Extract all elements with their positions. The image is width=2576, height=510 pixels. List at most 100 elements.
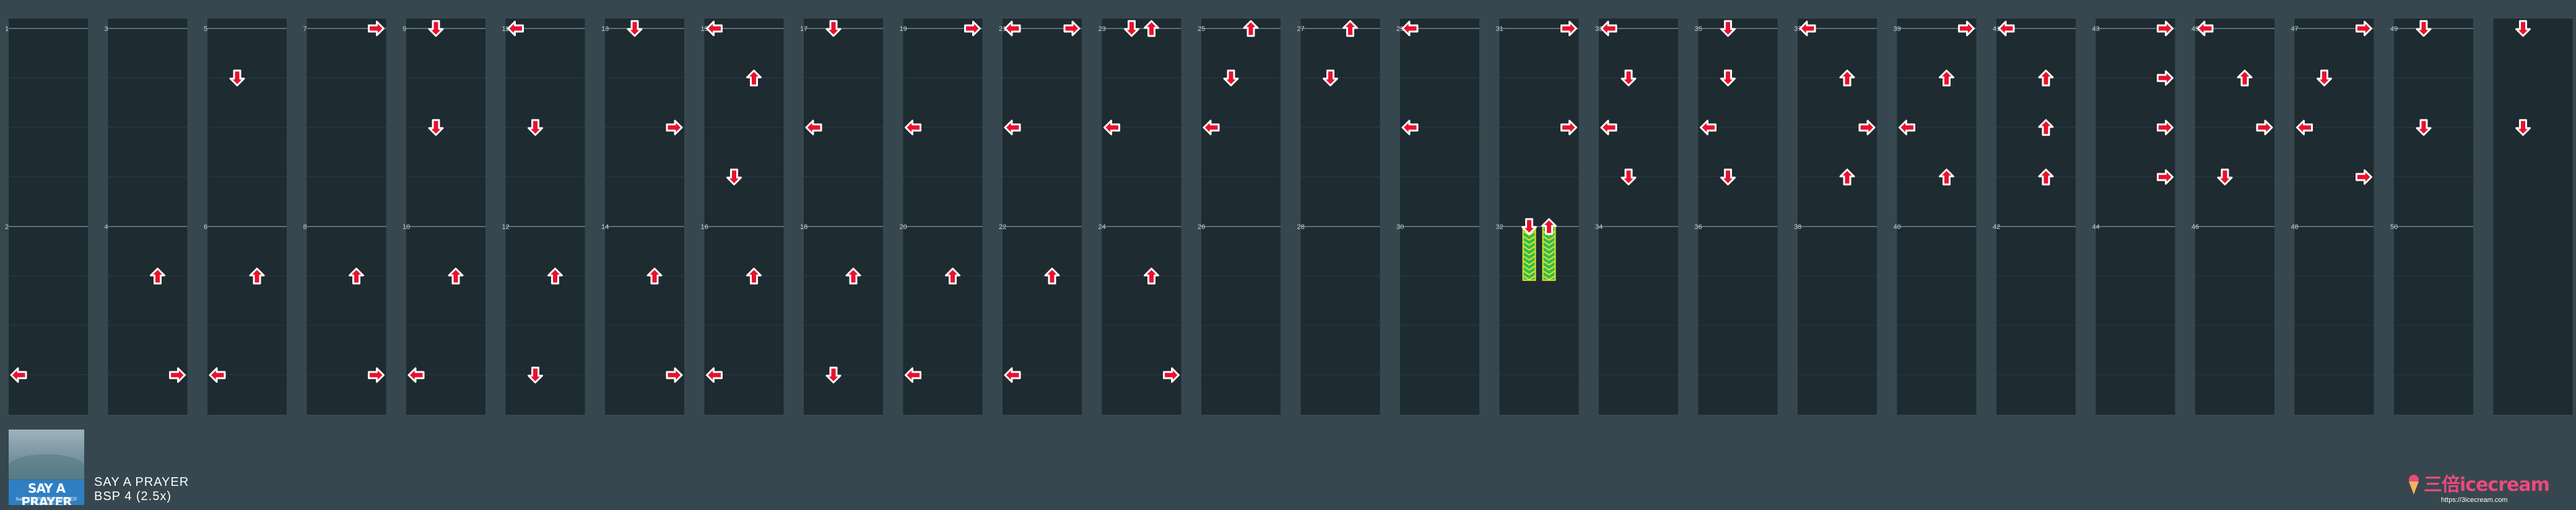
chart-column [1897,19,1977,415]
measure-number: 6 [204,223,207,231]
arrow-left-icon [1799,20,1816,37]
arrow-up-icon [1839,168,1855,186]
arrow-right-icon [2157,169,2174,185]
measure-number: 30 [1396,223,1404,231]
chart-column [1003,19,1082,415]
chart-column [2493,19,2573,415]
measure-number: 36 [1695,223,1702,231]
arrow-up-icon [1243,20,1259,37]
arrow-up-icon [1939,168,1954,186]
freeze-chevron [1543,270,1556,276]
arrow-up-icon [746,69,762,87]
chart-column [2195,19,2274,415]
arrow-left-icon [1401,119,1419,136]
arrow-down-icon [428,119,444,136]
arrow-up-icon [646,267,663,285]
measure-number: 31 [1496,25,1503,33]
freeze-chevron [1543,236,1556,241]
arrow-down-icon [1720,69,1736,87]
chart-column [804,19,883,415]
measure-number: 46 [2191,223,2199,231]
chart-column [704,19,784,415]
chart-column [1599,19,1678,415]
chart-column [1102,19,1181,415]
measure-number: 32 [1496,223,1503,231]
measure-number: 7 [303,25,307,33]
arrow-up-icon [2038,168,2054,186]
measure-number: 41 [1993,25,2000,33]
arrow-down-icon [825,366,842,384]
arrow-left-icon [1103,119,1120,136]
measure-number: 3 [105,25,108,33]
arrow-left-icon [2296,119,2313,136]
arrow-left-icon [1203,119,1220,136]
arrow-left-icon [1998,20,2015,37]
arrow-left-icon [805,119,822,136]
measure-number: 42 [1993,223,2000,231]
brand: 三倍icecream https://3icecream.com [2406,474,2567,505]
freeze-chevron [1523,231,1536,236]
measure-number: 45 [2191,25,2199,33]
chart-column [1300,19,1380,415]
freeze-chevron [1543,256,1556,261]
chart-column [1698,19,1778,415]
measure-number: 4 [105,223,108,231]
arrow-down-icon [825,20,842,37]
arrow-left-icon [706,20,723,37]
measure-number: 25 [1198,25,1205,33]
arrow-down-icon [627,20,643,37]
arrow-down-icon [2515,20,2531,37]
arrow-up-icon [547,267,563,285]
arrow-right-icon [368,367,385,383]
arrow-left-icon [1004,119,1021,136]
arrow-left-icon [905,367,921,383]
measure-number: 5 [204,25,207,33]
arrow-up-icon [2038,119,2054,136]
arrow-up-icon [2038,69,2054,87]
icecream-icon [2409,475,2419,495]
measure-number: 11 [502,25,509,33]
measure-number: 39 [1894,25,1901,33]
freeze-chevron [1543,241,1556,246]
arrow-right-icon [1163,367,1180,383]
arrow-down-icon [1720,20,1736,37]
freeze-chevron [1523,266,1536,271]
measure-number: 12 [502,223,510,231]
arrow-left-icon [1004,20,1021,37]
measure-number: 48 [2291,223,2299,231]
arrow-down-icon [1621,168,1637,186]
arrow-right-icon [666,367,683,383]
arrow-up-icon [1541,218,1557,235]
song-title: SAY A PRAYER [94,475,189,489]
chart-column [406,19,485,415]
chart-column [9,19,88,415]
arrow-down-icon [1223,69,1239,87]
arrow-up-icon [1144,20,1159,37]
chart-column [207,19,287,415]
chart-column [2294,19,2374,415]
arrow-left-icon [1600,119,1617,136]
arrow-right-icon [2356,20,2372,37]
arrow-left-icon [1004,367,1021,383]
arrow-left-icon [1401,20,1419,37]
chart-column [903,19,983,415]
arrow-left-icon [2196,20,2214,37]
measure-number: 20 [900,223,907,231]
song-jacket: SAY A PRAYER feat. STEPHANIE WALKER (SCH… [9,430,84,505]
arrow-down-icon [2416,20,2432,37]
measure-number: 17 [800,25,807,33]
arrow-up-icon [1939,69,1954,87]
freeze-chevron [1523,261,1536,266]
chart-difficulty: BSP 4 (2.5x) [94,490,172,503]
arrow-right-icon [1560,20,1577,37]
measure-number: 14 [601,223,609,231]
measure-number: 21 [999,25,1006,33]
measure-number: 13 [601,25,609,33]
arrow-left-icon [1600,20,1617,37]
freeze-chevron [1543,261,1556,266]
arrow-right-icon [666,119,683,136]
chart-column [2394,19,2473,415]
arrow-right-icon [1560,119,1577,136]
footer [0,427,2576,510]
freeze-chevron [1523,275,1536,281]
